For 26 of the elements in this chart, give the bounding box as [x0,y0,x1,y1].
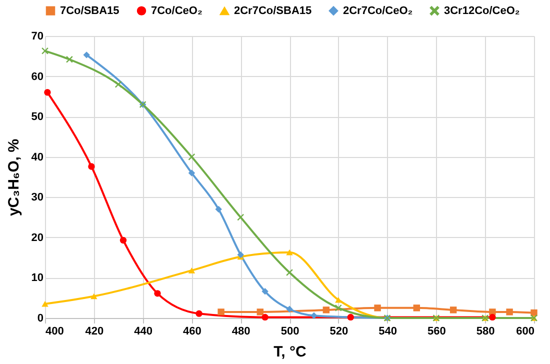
y-tick-label: 50 [31,111,44,124]
x-tick-label: 400 [46,326,64,338]
y-tick-label: 30 [31,192,44,204]
x-tick-label: 440 [134,326,152,338]
y-tick-label: 70 [31,30,44,42]
x-tick-label: 460 [183,326,202,338]
legend-label: 2Cr7Co/SBA15 [234,5,312,18]
legend-label: 7Co/CeO₂ [151,4,202,17]
x-tick-label: 500 [280,326,300,338]
y-tick-label: 20 [31,232,44,244]
x-tick-label: 560 [428,326,446,338]
y-tick-label: 10 [31,272,44,284]
x-tick-label: 580 [476,326,495,338]
x-tick-label: 540 [378,326,397,338]
x-tick-label: 520 [330,326,348,338]
legend-label: 2Cr7Co/CeO₂ [343,4,413,17]
legend-label: 7Co/SBA15 [60,4,120,17]
x-axis-title: T, °C [274,344,306,360]
x-tick-label: 420 [85,326,104,338]
y-tick-label: 40 [31,151,44,164]
y-tick-label: 60 [31,70,44,83]
legend-label: 3Cr12Co/CeO₂ [444,4,520,17]
x-tick-label: 600 [516,326,534,338]
x-tick-label: 480 [232,326,250,338]
y-axis-title: yC₃H₆O, % [5,138,22,216]
y-tick-label: 0 [37,312,44,324]
